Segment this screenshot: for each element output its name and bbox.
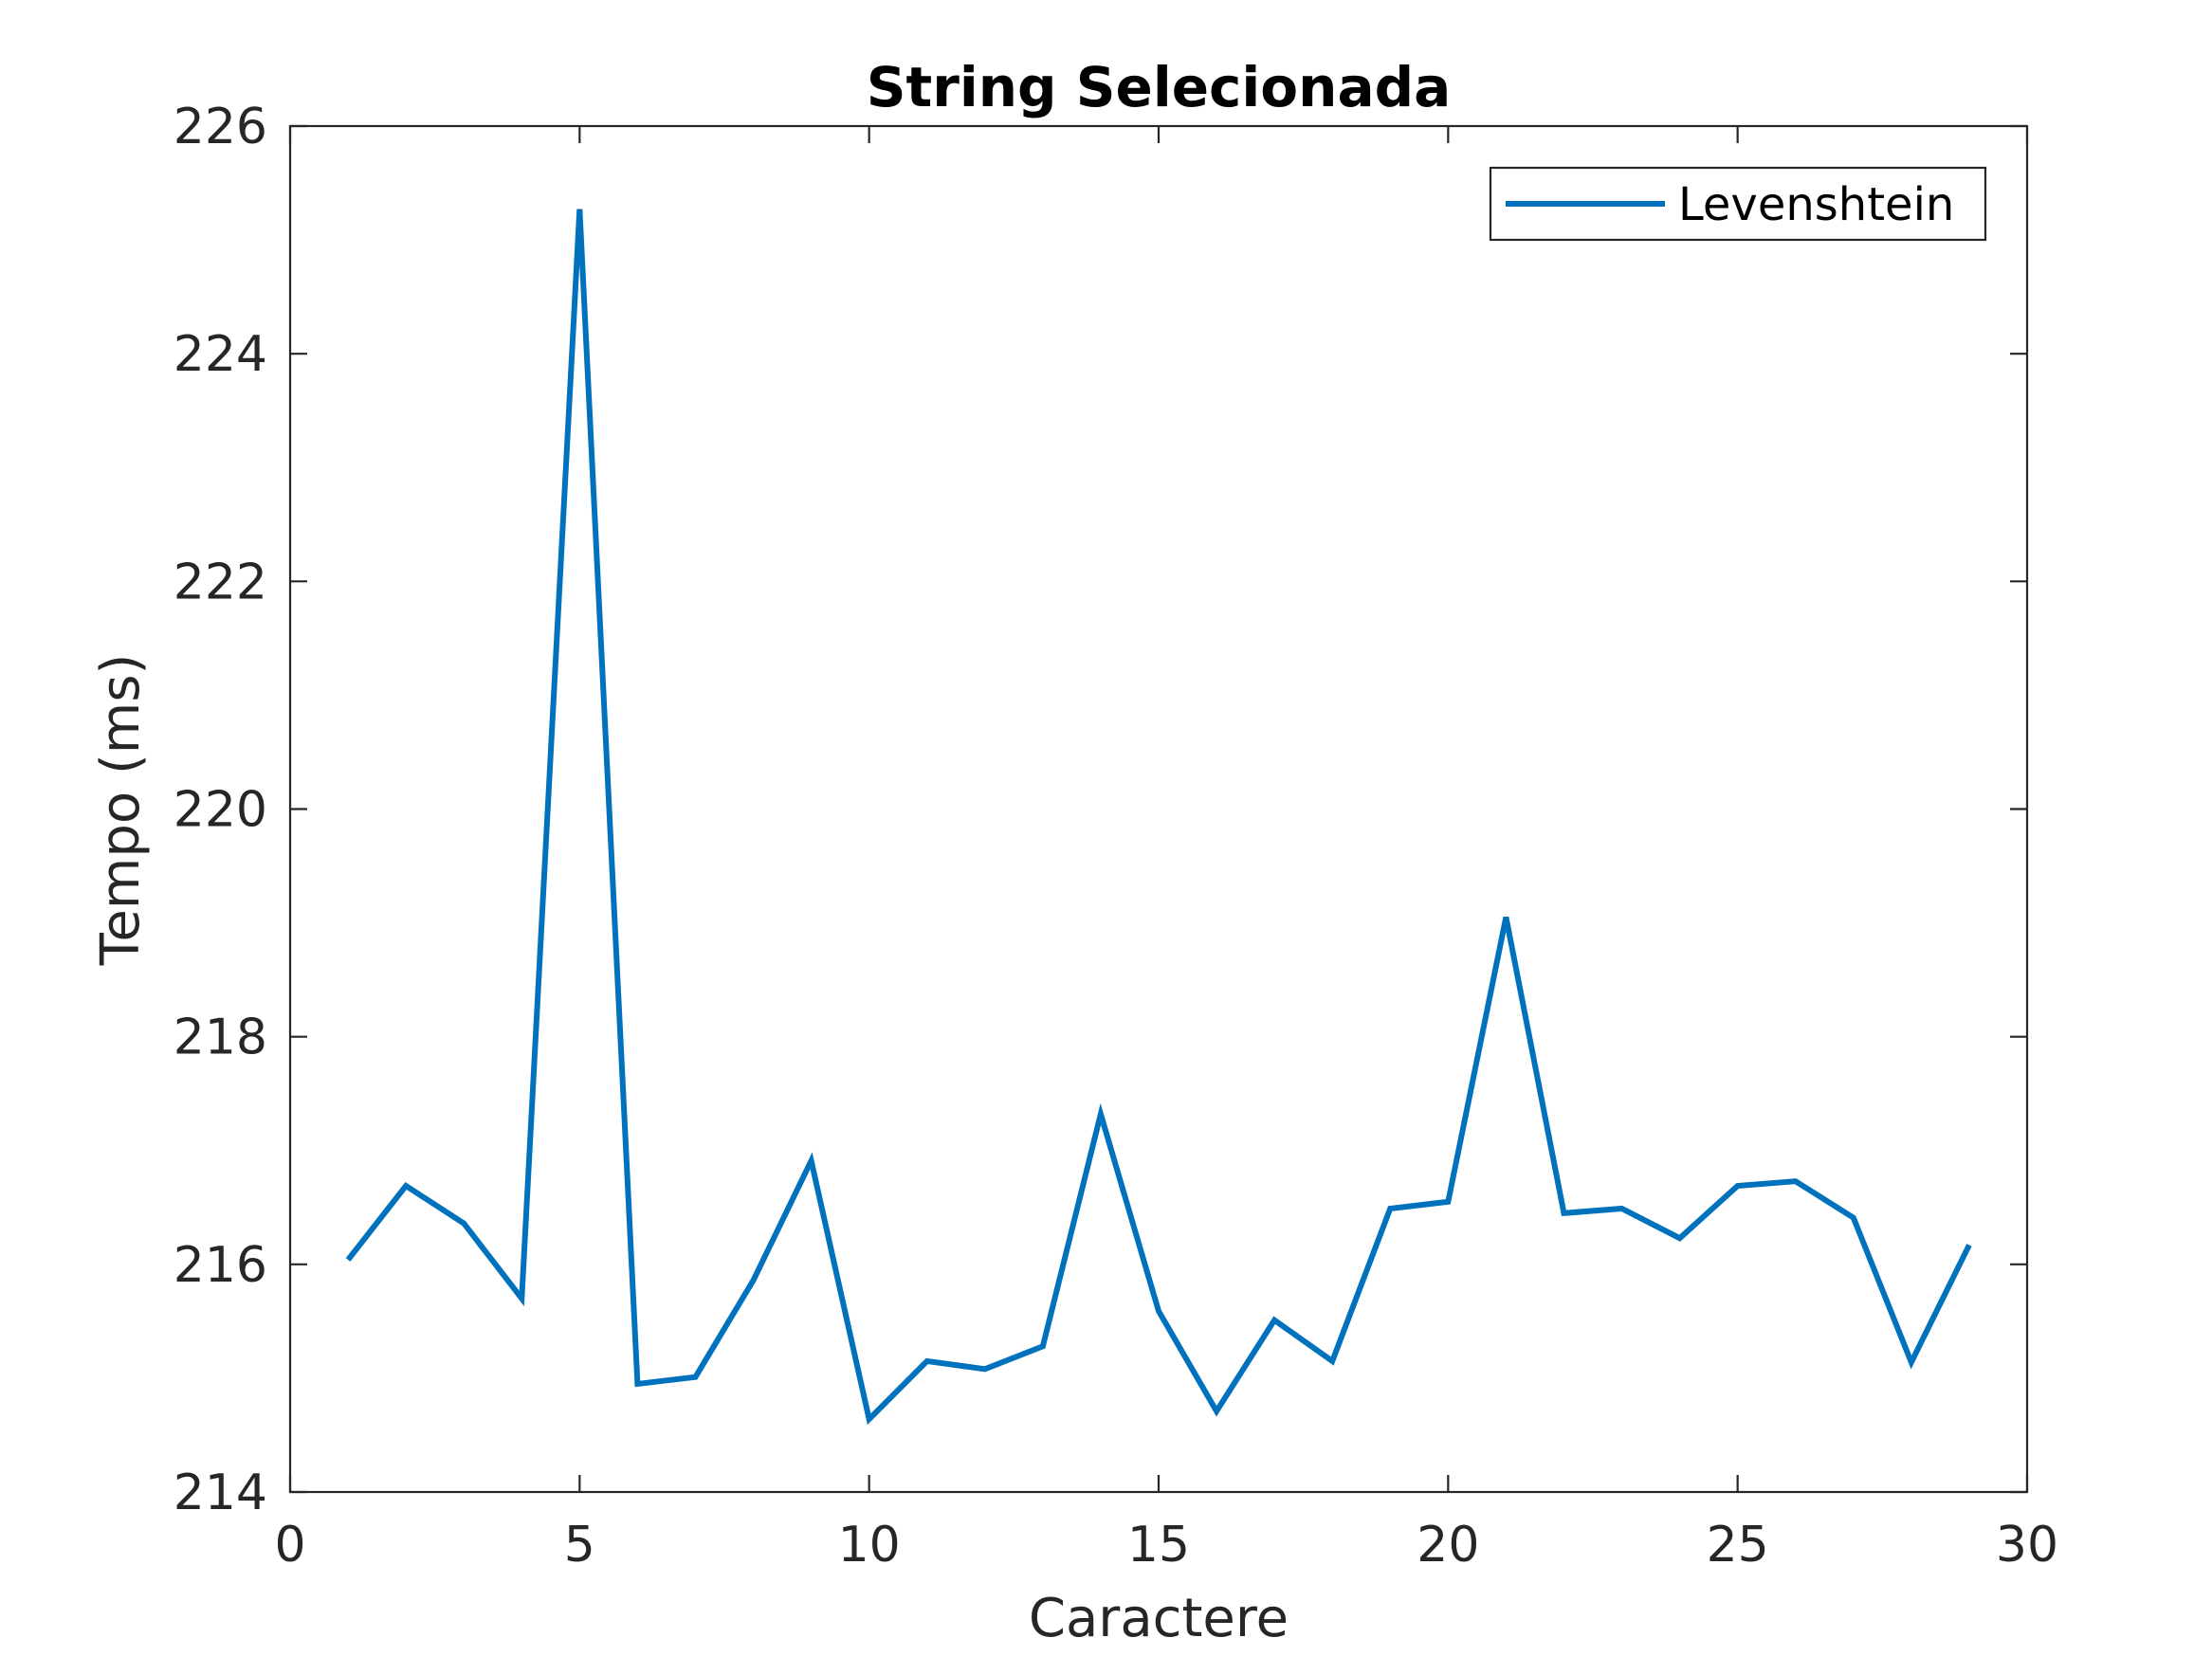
x-tick-label: 5 [564, 1517, 595, 1574]
chart-title: String Selecionada [867, 55, 1452, 119]
x-tick-label: 10 [838, 1517, 901, 1574]
plot-area [290, 126, 2027, 1492]
x-axis-label: Caractere [1029, 1588, 1289, 1649]
x-tick-label: 30 [1996, 1517, 2058, 1574]
plot-frame [288, 124, 2029, 1494]
x-axis-ticks: 0 5 10 15 20 25 30 [274, 126, 2058, 1574]
x-tick-label: 25 [1707, 1517, 1769, 1574]
x-tick-label: 20 [1417, 1517, 1479, 1574]
series-line-levenshtein [345, 209, 1972, 1426]
x-tick-label: 0 [274, 1517, 305, 1574]
legend: Levenshtein [1489, 166, 1987, 242]
y-axis-ticks: 214 216 218 220 222 224 226 [174, 99, 2027, 1521]
series-layer [345, 209, 1972, 1426]
y-tick-label: 218 [174, 1010, 267, 1066]
x-tick-label: 15 [1127, 1517, 1190, 1574]
y-tick-label: 214 [174, 1465, 267, 1521]
y-tick-label: 216 [174, 1237, 267, 1294]
y-axis-label: Tempo (ms) [90, 654, 152, 967]
y-tick-label: 222 [174, 554, 267, 610]
legend-label: Levenshtein [1678, 178, 1954, 231]
y-tick-label: 226 [174, 99, 267, 155]
y-tick-label: 224 [174, 326, 267, 383]
y-tick-label: 220 [174, 782, 267, 839]
